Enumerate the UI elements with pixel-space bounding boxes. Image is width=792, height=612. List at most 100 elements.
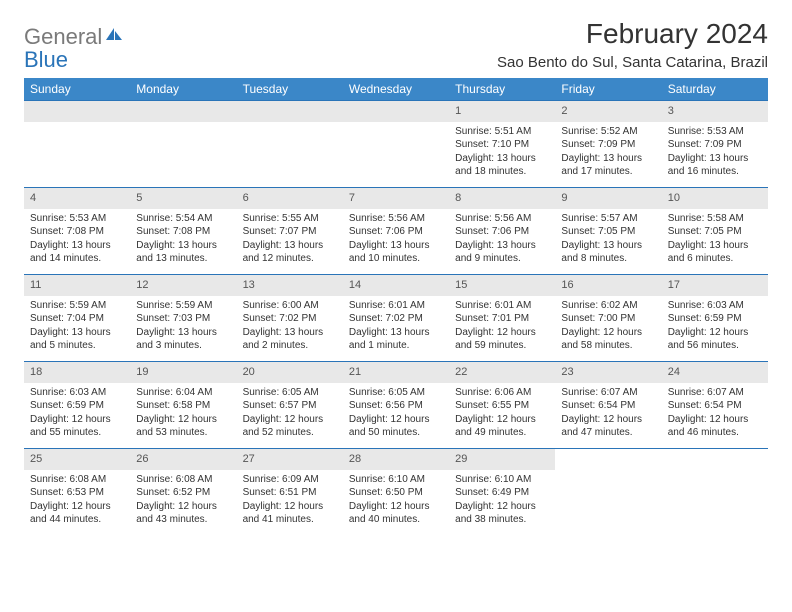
daylight-text: and 58 minutes. (561, 339, 655, 353)
day-body: Sunrise: 5:57 AMSunset: 7:05 PMDaylight:… (555, 209, 661, 270)
daylight-text: and 2 minutes. (243, 339, 337, 353)
location: Sao Bento do Sul, Santa Catarina, Brazil (497, 54, 768, 71)
daylight-text: and 1 minute. (349, 339, 443, 353)
weeks-container: 1Sunrise: 5:51 AMSunset: 7:10 PMDaylight… (24, 100, 768, 535)
day-body: Sunrise: 5:59 AMSunset: 7:03 PMDaylight:… (130, 296, 236, 357)
day-number: 25 (24, 449, 130, 470)
sunset-text: Sunset: 6:59 PM (668, 312, 762, 326)
day-body: Sunrise: 5:55 AMSunset: 7:07 PMDaylight:… (237, 209, 343, 270)
empty-day-cell (24, 101, 130, 187)
day-number: 14 (343, 275, 449, 296)
daylight-text: Daylight: 12 hours (455, 500, 549, 514)
day-number: 6 (237, 188, 343, 209)
day-cell: 1Sunrise: 5:51 AMSunset: 7:10 PMDaylight… (449, 101, 555, 187)
logo-sail-icon (104, 26, 124, 42)
empty-day-cell (662, 449, 768, 535)
sunset-text: Sunset: 7:05 PM (668, 225, 762, 239)
sunrise-text: Sunrise: 5:56 AM (455, 212, 549, 226)
daylight-text: and 50 minutes. (349, 426, 443, 440)
day-number: 18 (24, 362, 130, 383)
daylight-text: and 53 minutes. (136, 426, 230, 440)
calendar: SundayMondayTuesdayWednesdayThursdayFrid… (24, 78, 768, 535)
week-row: 1Sunrise: 5:51 AMSunset: 7:10 PMDaylight… (24, 100, 768, 187)
daylight-text: and 40 minutes. (349, 513, 443, 527)
daylight-text: Daylight: 12 hours (455, 326, 549, 340)
day-body: Sunrise: 6:07 AMSunset: 6:54 PMDaylight:… (555, 383, 661, 444)
daylight-text: and 44 minutes. (30, 513, 124, 527)
day-number: 29 (449, 449, 555, 470)
logo-text-blue: Blue (24, 47, 68, 72)
sunset-text: Sunset: 7:02 PM (243, 312, 337, 326)
sunrise-text: Sunrise: 5:51 AM (455, 125, 549, 139)
day-number: 21 (343, 362, 449, 383)
daylight-text: and 47 minutes. (561, 426, 655, 440)
sunset-text: Sunset: 7:06 PM (455, 225, 549, 239)
empty-day-cell (555, 449, 661, 535)
sunset-text: Sunset: 7:02 PM (349, 312, 443, 326)
sunrise-text: Sunrise: 5:56 AM (349, 212, 443, 226)
day-number-empty (24, 101, 130, 122)
sunset-text: Sunset: 7:04 PM (30, 312, 124, 326)
day-number: 1 (449, 101, 555, 122)
sunrise-text: Sunrise: 5:58 AM (668, 212, 762, 226)
daylight-text: and 13 minutes. (136, 252, 230, 266)
sunrise-text: Sunrise: 6:03 AM (30, 386, 124, 400)
day-body: Sunrise: 5:52 AMSunset: 7:09 PMDaylight:… (555, 122, 661, 183)
day-cell: 23Sunrise: 6:07 AMSunset: 6:54 PMDayligh… (555, 362, 661, 448)
day-cell: 11Sunrise: 5:59 AMSunset: 7:04 PMDayligh… (24, 275, 130, 361)
day-body: Sunrise: 6:00 AMSunset: 7:02 PMDaylight:… (237, 296, 343, 357)
sunset-text: Sunset: 7:03 PM (136, 312, 230, 326)
week-row: 4Sunrise: 5:53 AMSunset: 7:08 PMDaylight… (24, 187, 768, 274)
daylight-text: Daylight: 13 hours (30, 239, 124, 253)
daylight-text: and 18 minutes. (455, 165, 549, 179)
sunrise-text: Sunrise: 5:53 AM (30, 212, 124, 226)
daylight-text: and 38 minutes. (455, 513, 549, 527)
sunset-text: Sunset: 7:10 PM (455, 138, 549, 152)
day-cell: 17Sunrise: 6:03 AMSunset: 6:59 PMDayligh… (662, 275, 768, 361)
day-number: 13 (237, 275, 343, 296)
sunset-text: Sunset: 7:00 PM (561, 312, 655, 326)
day-cell: 15Sunrise: 6:01 AMSunset: 7:01 PMDayligh… (449, 275, 555, 361)
day-number: 26 (130, 449, 236, 470)
sunset-text: Sunset: 6:59 PM (30, 399, 124, 413)
daylight-text: Daylight: 13 hours (136, 326, 230, 340)
title-block: February 2024 Sao Bento do Sul, Santa Ca… (497, 18, 768, 71)
daylight-text: Daylight: 12 hours (668, 326, 762, 340)
day-body: Sunrise: 5:54 AMSunset: 7:08 PMDaylight:… (130, 209, 236, 270)
daylight-text: Daylight: 12 hours (136, 413, 230, 427)
daylight-text: Daylight: 13 hours (455, 239, 549, 253)
day-number-empty (237, 101, 343, 122)
day-body: Sunrise: 5:56 AMSunset: 7:06 PMDaylight:… (343, 209, 449, 270)
day-body: Sunrise: 6:07 AMSunset: 6:54 PMDaylight:… (662, 383, 768, 444)
sunrise-text: Sunrise: 5:55 AM (243, 212, 337, 226)
sunset-text: Sunset: 6:53 PM (30, 486, 124, 500)
daylight-text: and 8 minutes. (561, 252, 655, 266)
weekday-header: Wednesday (343, 78, 449, 100)
weekday-header: Thursday (449, 78, 555, 100)
day-number: 10 (662, 188, 768, 209)
day-number: 27 (237, 449, 343, 470)
day-cell: 12Sunrise: 5:59 AMSunset: 7:03 PMDayligh… (130, 275, 236, 361)
sunrise-text: Sunrise: 6:07 AM (561, 386, 655, 400)
day-cell: 25Sunrise: 6:08 AMSunset: 6:53 PMDayligh… (24, 449, 130, 535)
week-row: 25Sunrise: 6:08 AMSunset: 6:53 PMDayligh… (24, 448, 768, 535)
week-row: 11Sunrise: 5:59 AMSunset: 7:04 PMDayligh… (24, 274, 768, 361)
sunrise-text: Sunrise: 5:59 AM (136, 299, 230, 313)
day-number: 22 (449, 362, 555, 383)
sunset-text: Sunset: 7:09 PM (668, 138, 762, 152)
day-body: Sunrise: 5:51 AMSunset: 7:10 PMDaylight:… (449, 122, 555, 183)
day-cell: 16Sunrise: 6:02 AMSunset: 7:00 PMDayligh… (555, 275, 661, 361)
sunset-text: Sunset: 7:07 PM (243, 225, 337, 239)
day-body: Sunrise: 6:05 AMSunset: 6:56 PMDaylight:… (343, 383, 449, 444)
sunset-text: Sunset: 7:05 PM (561, 225, 655, 239)
sunrise-text: Sunrise: 6:05 AM (243, 386, 337, 400)
day-number: 4 (24, 188, 130, 209)
weekday-header: Tuesday (237, 78, 343, 100)
day-number: 7 (343, 188, 449, 209)
day-cell: 4Sunrise: 5:53 AMSunset: 7:08 PMDaylight… (24, 188, 130, 274)
daylight-text: Daylight: 13 hours (30, 326, 124, 340)
day-cell: 29Sunrise: 6:10 AMSunset: 6:49 PMDayligh… (449, 449, 555, 535)
daylight-text: and 12 minutes. (243, 252, 337, 266)
day-body: Sunrise: 6:08 AMSunset: 6:52 PMDaylight:… (130, 470, 236, 531)
daylight-text: and 17 minutes. (561, 165, 655, 179)
